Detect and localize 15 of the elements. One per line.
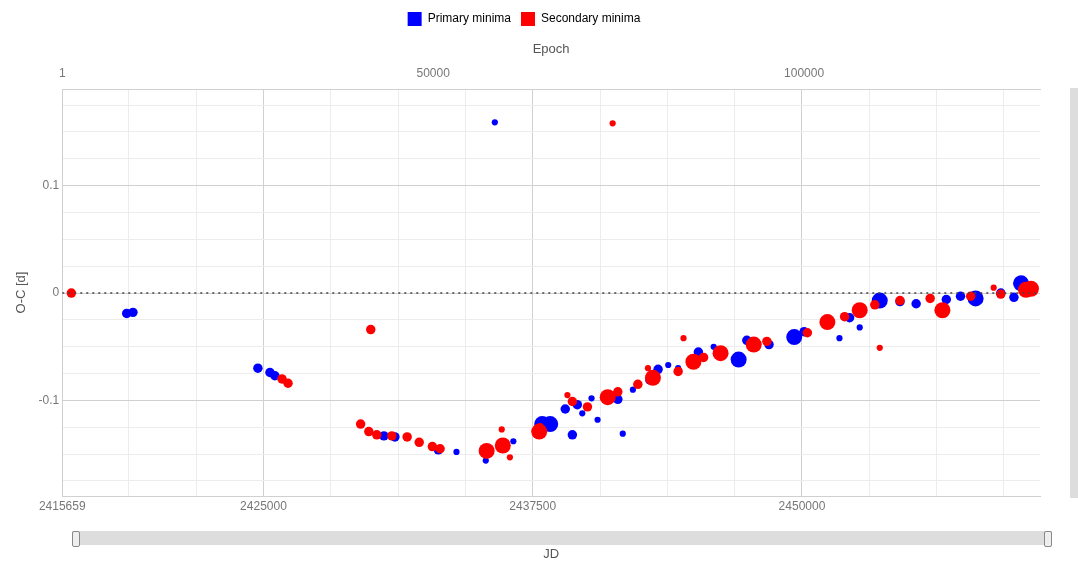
x-tick-label: 2415659 (38, 498, 86, 513)
x2-tick-label: 50000 (416, 66, 451, 81)
x-axis-title: JD (543, 545, 560, 561)
x-tick-label: 2450000 (778, 498, 826, 513)
x-tick-label: 2437500 (509, 498, 557, 513)
y-tick-label: -0.1 (38, 392, 60, 407)
legend-label: Secondary minima (540, 11, 641, 26)
y-axis-title: O-C [d] (13, 271, 29, 314)
y-tick-label: 0 (52, 285, 60, 300)
x-tick-label: 2425000 (240, 498, 288, 513)
legend-label: Primary minima (427, 11, 512, 26)
x2-tick-label: 100000 (784, 66, 825, 81)
x2-tick-label: 1 (58, 66, 66, 81)
x2-axis-title: Epoch (532, 41, 570, 57)
y-tick-label: 0.1 (42, 177, 60, 192)
